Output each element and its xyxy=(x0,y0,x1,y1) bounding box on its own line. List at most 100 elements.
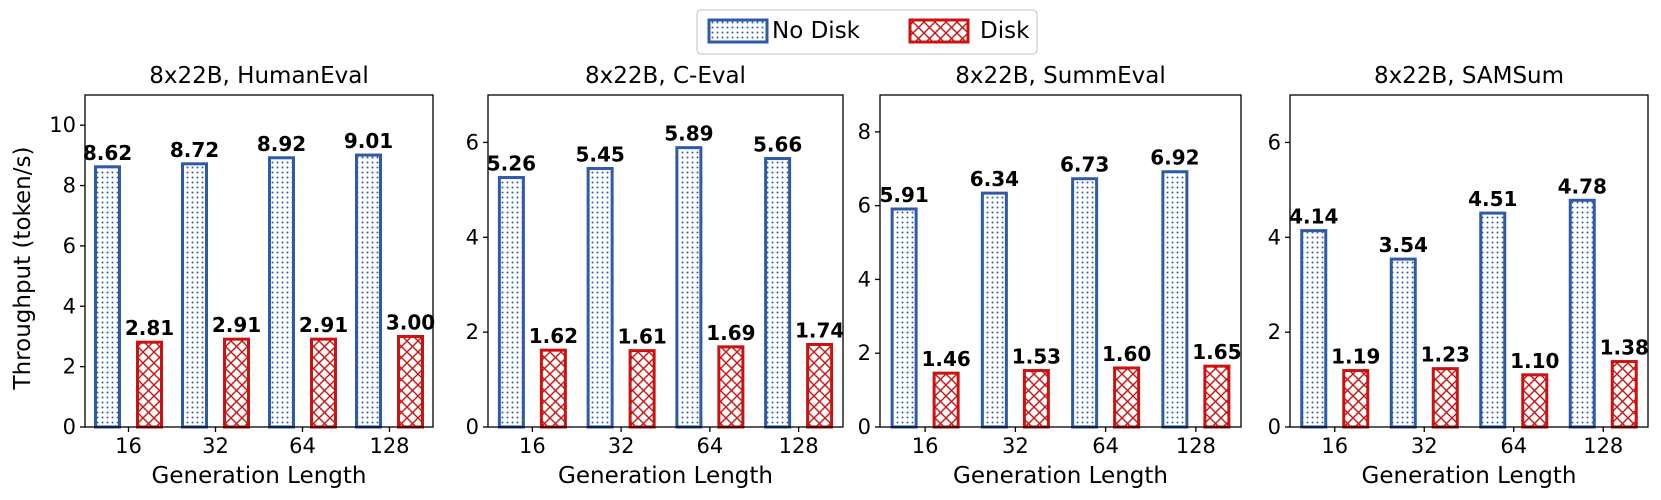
x-tick-label: 32 xyxy=(1411,434,1438,458)
y-tick-label: 0 xyxy=(63,415,76,439)
legend-label-no-disk: No Disk xyxy=(772,18,861,44)
chart-panel-4: 4.14 3.54 4.51 4.78 1.19 1.23 1.10 1.38 0 2 4 6 16 32… xyxy=(1268,63,1649,489)
y-tick-label: 6 xyxy=(1268,130,1281,154)
y-tick-label: 2 xyxy=(858,341,871,365)
bar-disk-64 xyxy=(1113,366,1141,429)
x-tick-label: 32 xyxy=(608,434,635,458)
bar-no-disk-128 xyxy=(1568,198,1596,429)
bar-disk-32 xyxy=(1431,367,1459,429)
bar-disk-16 xyxy=(932,371,960,429)
data-label-no-disk-16: 4.14 xyxy=(1289,205,1338,229)
data-label-disk-128: 3.00 xyxy=(386,310,435,334)
chart-panel-3: 5.91 6.34 6.73 6.92 1.46 1.53 1.60 1.65 0 2 4 6 8 16 3… xyxy=(858,63,1242,489)
bar-no-disk-16 xyxy=(94,165,121,429)
y-tick-label: 4 xyxy=(63,294,76,318)
legend-label-disk: Disk xyxy=(980,18,1030,44)
data-label-disk-128: 1.74 xyxy=(795,318,844,342)
x-tick-label: 16 xyxy=(912,434,939,458)
data-label-disk-128: 1.65 xyxy=(1192,340,1241,364)
bar-disk-128 xyxy=(806,342,834,429)
data-label-disk-16: 1.46 xyxy=(921,347,970,371)
data-label-no-disk-16: 5.91 xyxy=(879,183,928,207)
x-tick-label: 16 xyxy=(115,434,142,458)
legend-swatch-disk xyxy=(908,18,970,44)
y-tick-label: 10 xyxy=(49,113,76,137)
bar-disk-64 xyxy=(310,337,337,429)
data-label-disk-64: 2.91 xyxy=(299,313,348,337)
data-label-disk-16: 1.19 xyxy=(1331,345,1380,369)
chart-title: 8x22B, HumanEval xyxy=(149,63,369,89)
y-tick-label: 2 xyxy=(466,320,479,344)
y-tick-label: 8 xyxy=(858,120,871,144)
x-tick-label: 64 xyxy=(1092,434,1119,458)
x-tick-label: 128 xyxy=(1176,434,1216,458)
bar-no-disk-16 xyxy=(890,207,918,429)
bar-no-disk-128 xyxy=(355,153,382,429)
y-tick-label: 2 xyxy=(1268,320,1281,344)
data-label-no-disk-64: 4.51 xyxy=(1468,187,1517,211)
bar-disk-16 xyxy=(136,340,163,429)
data-label-no-disk-128: 5.66 xyxy=(753,133,802,157)
bar-disk-32 xyxy=(1022,369,1050,429)
y-axis-label: Throughput (token/s) xyxy=(10,147,36,391)
x-tick-label: 16 xyxy=(519,434,546,458)
data-label-no-disk-32: 6.34 xyxy=(970,167,1019,191)
bar-disk-64 xyxy=(717,345,745,429)
data-label-disk-32: 1.53 xyxy=(1012,345,1061,369)
bar-disk-128 xyxy=(1610,360,1638,429)
x-tick-label: 128 xyxy=(1583,434,1623,458)
y-tick-label: 4 xyxy=(466,225,479,249)
data-label-no-disk-32: 8.72 xyxy=(170,138,219,162)
data-label-no-disk-32: 3.54 xyxy=(1379,233,1428,257)
bar-no-disk-32 xyxy=(586,167,614,429)
legend: No Disk Disk xyxy=(696,9,1038,55)
bar-disk-128 xyxy=(397,334,424,429)
data-label-no-disk-64: 6.73 xyxy=(1060,153,1109,177)
bar-no-disk-16 xyxy=(497,176,525,429)
data-label-no-disk-16: 5.26 xyxy=(487,152,536,176)
bar-no-disk-16 xyxy=(1300,229,1328,429)
x-tick-label: 64 xyxy=(1500,434,1527,458)
y-tick-label: 0 xyxy=(858,415,871,439)
chart-panel-1: 8.62 8.72 8.92 9.01 2.81 2.91 2.91 3.00 0 2 4 6 8 10 1… xyxy=(49,63,435,489)
data-label-disk-128: 1.38 xyxy=(1600,336,1649,360)
y-tick-label: 2 xyxy=(63,355,76,379)
y-tick-label: 6 xyxy=(63,234,76,258)
y-tick-label: 8 xyxy=(63,174,76,198)
panels: 8.62 8.72 8.92 9.01 2.81 2.91 2.91 3.00 0 2 4 6 8 10 1… xyxy=(49,63,1649,489)
x-tick-label: 64 xyxy=(697,434,724,458)
bar-no-disk-64 xyxy=(1071,177,1099,429)
data-label-no-disk-128: 9.01 xyxy=(344,129,393,153)
plot-frame xyxy=(84,94,434,428)
chart-title: 8x22B, C-Eval xyxy=(585,63,746,89)
y-tick-label: 4 xyxy=(1268,225,1281,249)
x-axis-label: Generation Length xyxy=(558,463,773,489)
plot-frame xyxy=(487,94,844,428)
bar-disk-64 xyxy=(1521,373,1549,429)
data-label-disk-16: 2.81 xyxy=(125,316,174,340)
plot-frame xyxy=(1289,94,1649,428)
bar-disk-32 xyxy=(223,337,250,429)
chart-panel-2: 5.26 5.45 5.89 5.66 1.62 1.61 1.69 1.74 0 2 4 6 16 32… xyxy=(466,63,845,489)
data-label-no-disk-32: 5.45 xyxy=(575,143,624,167)
data-label-no-disk-16: 8.62 xyxy=(83,141,132,165)
bar-disk-128 xyxy=(1203,364,1231,429)
data-label-no-disk-128: 6.92 xyxy=(1150,146,1199,170)
data-label-disk-32: 2.91 xyxy=(212,313,261,337)
data-label-disk-32: 1.23 xyxy=(1421,343,1470,367)
bar-no-disk-32 xyxy=(980,191,1008,429)
data-label-disk-32: 1.61 xyxy=(617,325,666,349)
x-axis-label: Generation Length xyxy=(953,463,1168,489)
bar-no-disk-32 xyxy=(1389,257,1417,429)
bar-disk-32 xyxy=(628,349,656,429)
plot-frame xyxy=(879,94,1242,428)
bar-disk-16 xyxy=(1342,369,1370,429)
x-tick-label: 128 xyxy=(369,434,409,458)
bar-no-disk-64 xyxy=(268,156,295,429)
x-axis-label: Generation Length xyxy=(152,463,367,489)
data-label-disk-64: 1.60 xyxy=(1102,342,1151,366)
y-tick-label: 6 xyxy=(466,130,479,154)
bar-disk-16 xyxy=(539,348,567,429)
y-tick-label: 6 xyxy=(858,194,871,218)
